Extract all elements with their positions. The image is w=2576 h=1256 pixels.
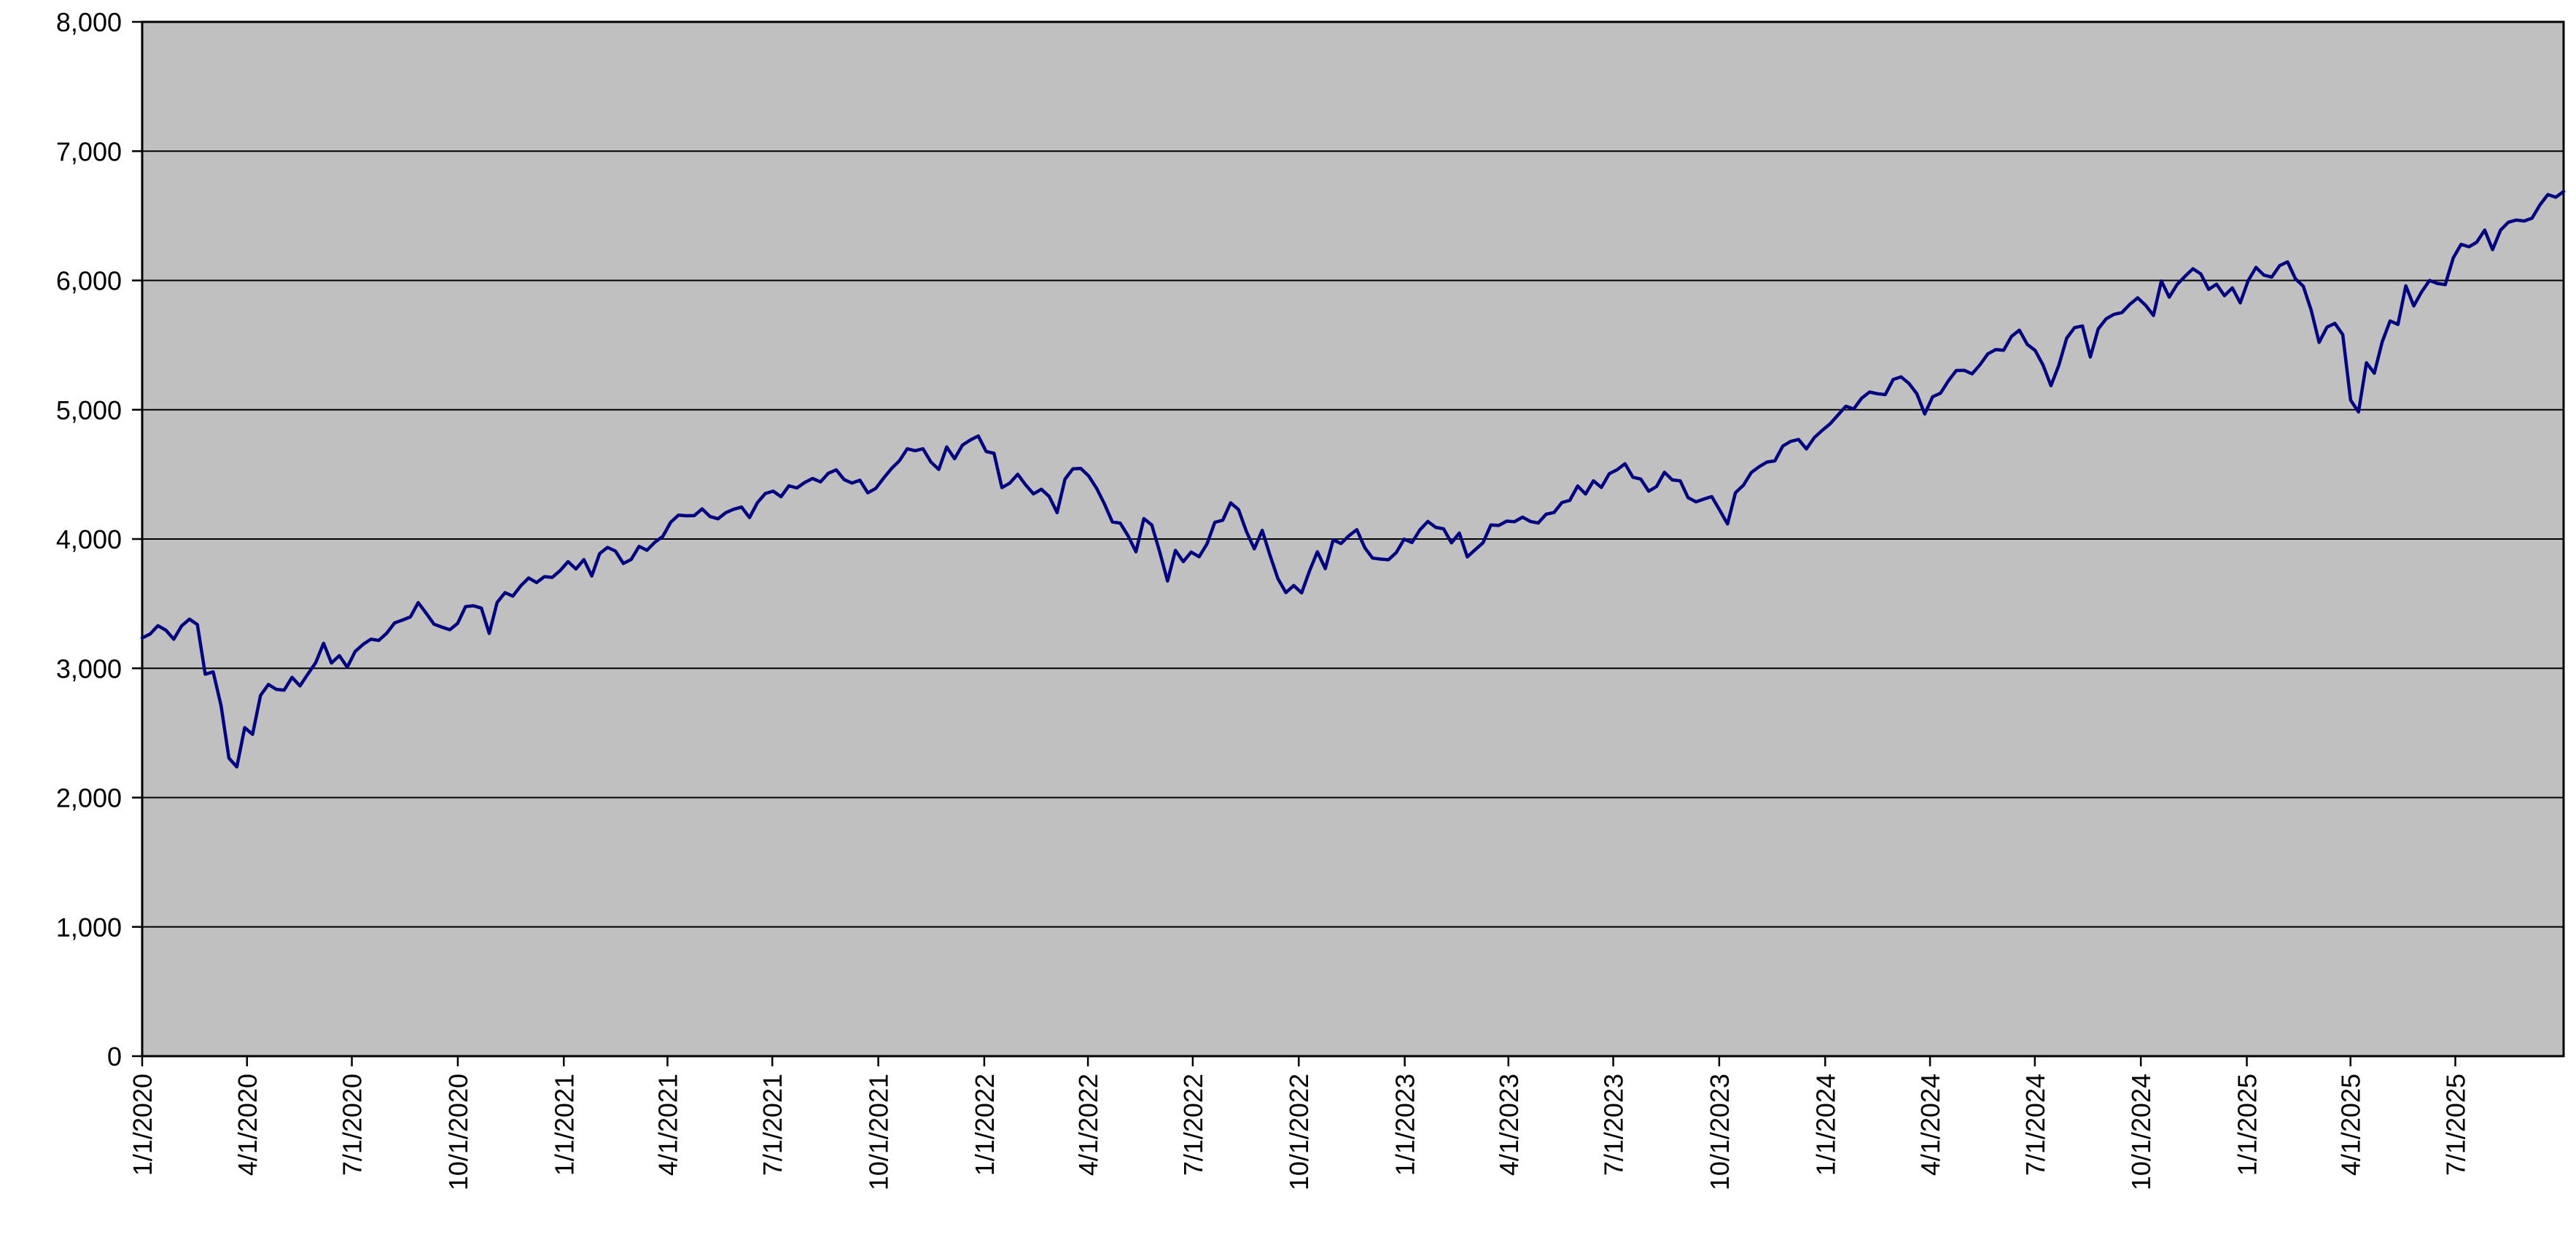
x-tick-label: 1/1/2025 [2233, 1074, 2262, 1176]
x-tick-label: 4/1/2023 [1494, 1074, 1524, 1176]
x-tick-label: 1/1/2021 [549, 1074, 579, 1176]
x-tick-label: 4/1/2020 [233, 1074, 262, 1176]
x-axis: 1/1/2020 4/1/2020 7/1/2020 10/1/2020 1/1/202… [128, 1056, 2470, 1190]
y-tick-label: 1,000 [56, 912, 122, 942]
x-tick-label: 10/1/2022 [1284, 1074, 1314, 1190]
x-tick-label: 1/1/2020 [128, 1074, 157, 1176]
y-tick-label: 5,000 [56, 395, 122, 425]
x-tick-label: 10/1/2023 [1705, 1074, 1735, 1190]
x-tick-label: 1/1/2023 [1390, 1074, 1420, 1176]
x-tick-label: 4/1/2024 [1915, 1074, 1945, 1176]
x-tick-label: 7/1/2020 [338, 1074, 367, 1176]
x-tick-label: 4/1/2021 [653, 1074, 682, 1176]
x-tick-label: 4/1/2022 [1073, 1074, 1103, 1176]
x-tick-label: 10/1/2020 [443, 1074, 473, 1190]
x-tick-label: 10/1/2024 [2126, 1074, 2156, 1190]
y-axis: 0 1,000 2,000 3,000 4,000 5,000 6,000 7,000 8,00… [56, 7, 142, 1071]
x-tick-label: 1/1/2024 [1810, 1074, 1840, 1176]
x-tick-label: 1/1/2022 [970, 1074, 1000, 1176]
y-tick-label: 7,000 [56, 136, 122, 166]
price-line-series [140, 190, 2566, 769]
x-tick-label: 7/1/2023 [1599, 1074, 1629, 1176]
x-tick-label: 7/1/2022 [1178, 1074, 1208, 1176]
x-tick-label: 10/1/2021 [864, 1074, 894, 1190]
y-tick-label: 8,000 [56, 7, 122, 37]
y-tick-label: 3,000 [56, 654, 122, 683]
y-tick-label: 0 [107, 1042, 122, 1071]
x-tick-label: 7/1/2025 [2440, 1074, 2470, 1176]
x-tick-label: 4/1/2025 [2336, 1074, 2366, 1176]
y-tick-label: 2,000 [56, 783, 122, 813]
y-tick-label: 6,000 [56, 266, 122, 296]
x-tick-label: 7/1/2021 [758, 1074, 787, 1176]
x-tick-label: 7/1/2024 [2020, 1074, 2050, 1176]
y-tick-label: 4,000 [56, 524, 122, 554]
